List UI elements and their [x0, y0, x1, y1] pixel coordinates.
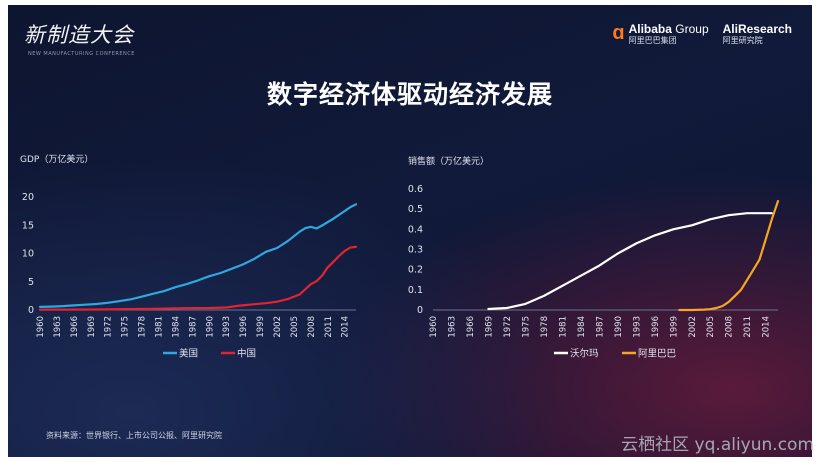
gdp-xtick-label: 1975	[121, 316, 131, 338]
alibaba-brand-bold: Alibaba	[628, 22, 672, 36]
gdp-ytick-label: 10	[22, 249, 34, 260]
sales-ytick-label: 0.4	[408, 224, 423, 235]
gdp-ylabel: GDP（万亿美元）	[20, 153, 93, 165]
gdp-xtick-label: 1999	[256, 316, 266, 338]
sales-xtick-label: 2008	[725, 316, 735, 338]
sales-series-line-1	[678, 200, 780, 312]
sales-xtick-label: 1960	[429, 316, 439, 338]
gdp-xtick-label: 2014	[341, 316, 351, 338]
alibaba-logo-icon: ɑ	[612, 22, 625, 44]
alibaba-group-logo: ɑ Alibaba Group 阿里巴巴集团	[612, 23, 708, 45]
page-title: 数字经济体驱动经济发展	[266, 80, 553, 109]
aliresearch-brand-sub: 阿里研究院	[722, 36, 763, 45]
gdp-xtick-label: 1996	[239, 316, 249, 338]
gdp-xtick-label: 1993	[222, 316, 232, 338]
sales-xtick-label: 2011	[743, 316, 753, 338]
gdp-xtick-label: 2011	[324, 316, 334, 338]
sales-xtick-label: 1990	[614, 316, 624, 338]
sales-chart: 销售额（万亿美元） 0 0.1 0.2 0.3 0.4 0.5 0.6 1960 1963 1966…	[408, 155, 780, 360]
sales-xtick-label: 1993	[632, 316, 642, 338]
gdp-ytick-label: 0	[28, 305, 34, 316]
gdp-xtick-label: 2005	[290, 316, 300, 338]
brand-logos: ɑ Alibaba Group 阿里巴巴集团 AliResearch 阿里研究院	[612, 23, 792, 45]
gdp-xtick-label: 1990	[205, 316, 215, 338]
aliresearch-logo: AliResearch 阿里研究院	[723, 23, 792, 45]
watermark: 云栖社区 yq.aliyun.com	[621, 435, 814, 455]
gdp-series-line-1	[38, 245, 358, 311]
sales-xtick-label: 1999	[669, 316, 679, 338]
sales-xtick-label: 2002	[688, 316, 698, 338]
gdp-chart: GDP（万亿美元） 0 5 10 15 20 1960 1963 1966 1969 1972 197…	[20, 153, 358, 360]
gdp-xtick-label: 2008	[307, 316, 317, 338]
sales-xtick-label: 1981	[558, 316, 568, 338]
gdp-legend-label-1: 中国	[237, 348, 256, 360]
gdp-ytick-label: 20	[22, 192, 34, 203]
sales-ytick-label: 0.6	[408, 184, 423, 195]
sales-legend-label-0: 沃尔玛	[570, 348, 599, 360]
sales-legend-label-1: 阿里巴巴	[638, 349, 676, 360]
event-logo: 新制造大会	[24, 23, 134, 47]
sales-xtick-label: 1978	[540, 316, 550, 338]
slide: 新制造大会 NEW MANUFACTURING CONFERENCE ɑ Ali…	[8, 5, 812, 457]
sales-xtick-label: 1975	[521, 316, 531, 338]
gdp-xtick-label: 1981	[155, 316, 165, 338]
sales-xtick-label: 1996	[651, 316, 661, 338]
gdp-ytick-label: 5	[28, 277, 34, 288]
gdp-xtick-label: 1960	[36, 316, 46, 338]
gdp-xtick-label: 2002	[273, 316, 283, 338]
gdp-xtick-label: 1969	[87, 316, 97, 338]
gdp-series-line-0	[38, 203, 358, 308]
gdp-xtick-label: 1963	[53, 316, 63, 338]
sales-xtick-label: 1987	[595, 316, 605, 338]
aliresearch-brand-name: AliResearch	[722, 22, 792, 36]
gdp-xtick-label: 1987	[188, 316, 198, 338]
sales-ylabel: 销售额（万亿美元）	[408, 155, 489, 167]
sales-ytick-label: 0.3	[408, 245, 423, 256]
gdp-xtick-label: 1966	[70, 316, 80, 338]
source-note: 资料来源：世界银行、上市公司公报、阿里研究院	[46, 431, 222, 440]
sales-ytick-label: 0.2	[408, 265, 423, 276]
sales-xtick-label: 2005	[706, 316, 716, 338]
alibaba-brand-sub: 阿里巴巴集团	[628, 36, 677, 45]
sales-xtick-label: 1966	[466, 316, 476, 338]
sales-xtick-label: 2014	[762, 316, 772, 338]
sales-xtick-label: 1984	[577, 316, 587, 338]
gdp-ytick-label: 15	[22, 220, 34, 231]
sales-ytick-label: 0.1	[408, 285, 423, 296]
alibaba-brand-light: Group	[671, 22, 709, 36]
gdp-legend-label-0: 美国	[179, 348, 198, 360]
gdp-xtick-label: 1972	[104, 316, 114, 338]
event-subtitle: NEW MANUFACTURING CONFERENCE	[28, 51, 135, 57]
sales-xtick-label: 1969	[484, 316, 494, 338]
sales-series-line-0	[487, 212, 773, 311]
sales-xtick-label: 1972	[503, 316, 513, 338]
sales-ytick-label: 0.5	[408, 204, 423, 215]
charts-canvas: GDP（万亿美元） 0 5 10 15 20 1960 1963 1966 1969 1972 197…	[20, 153, 780, 360]
sales-ytick-label: 0	[417, 305, 423, 316]
gdp-xtick-label: 1978	[138, 316, 148, 338]
sales-xtick-label: 1963	[447, 316, 457, 338]
gdp-xtick-label: 1984	[171, 316, 181, 338]
